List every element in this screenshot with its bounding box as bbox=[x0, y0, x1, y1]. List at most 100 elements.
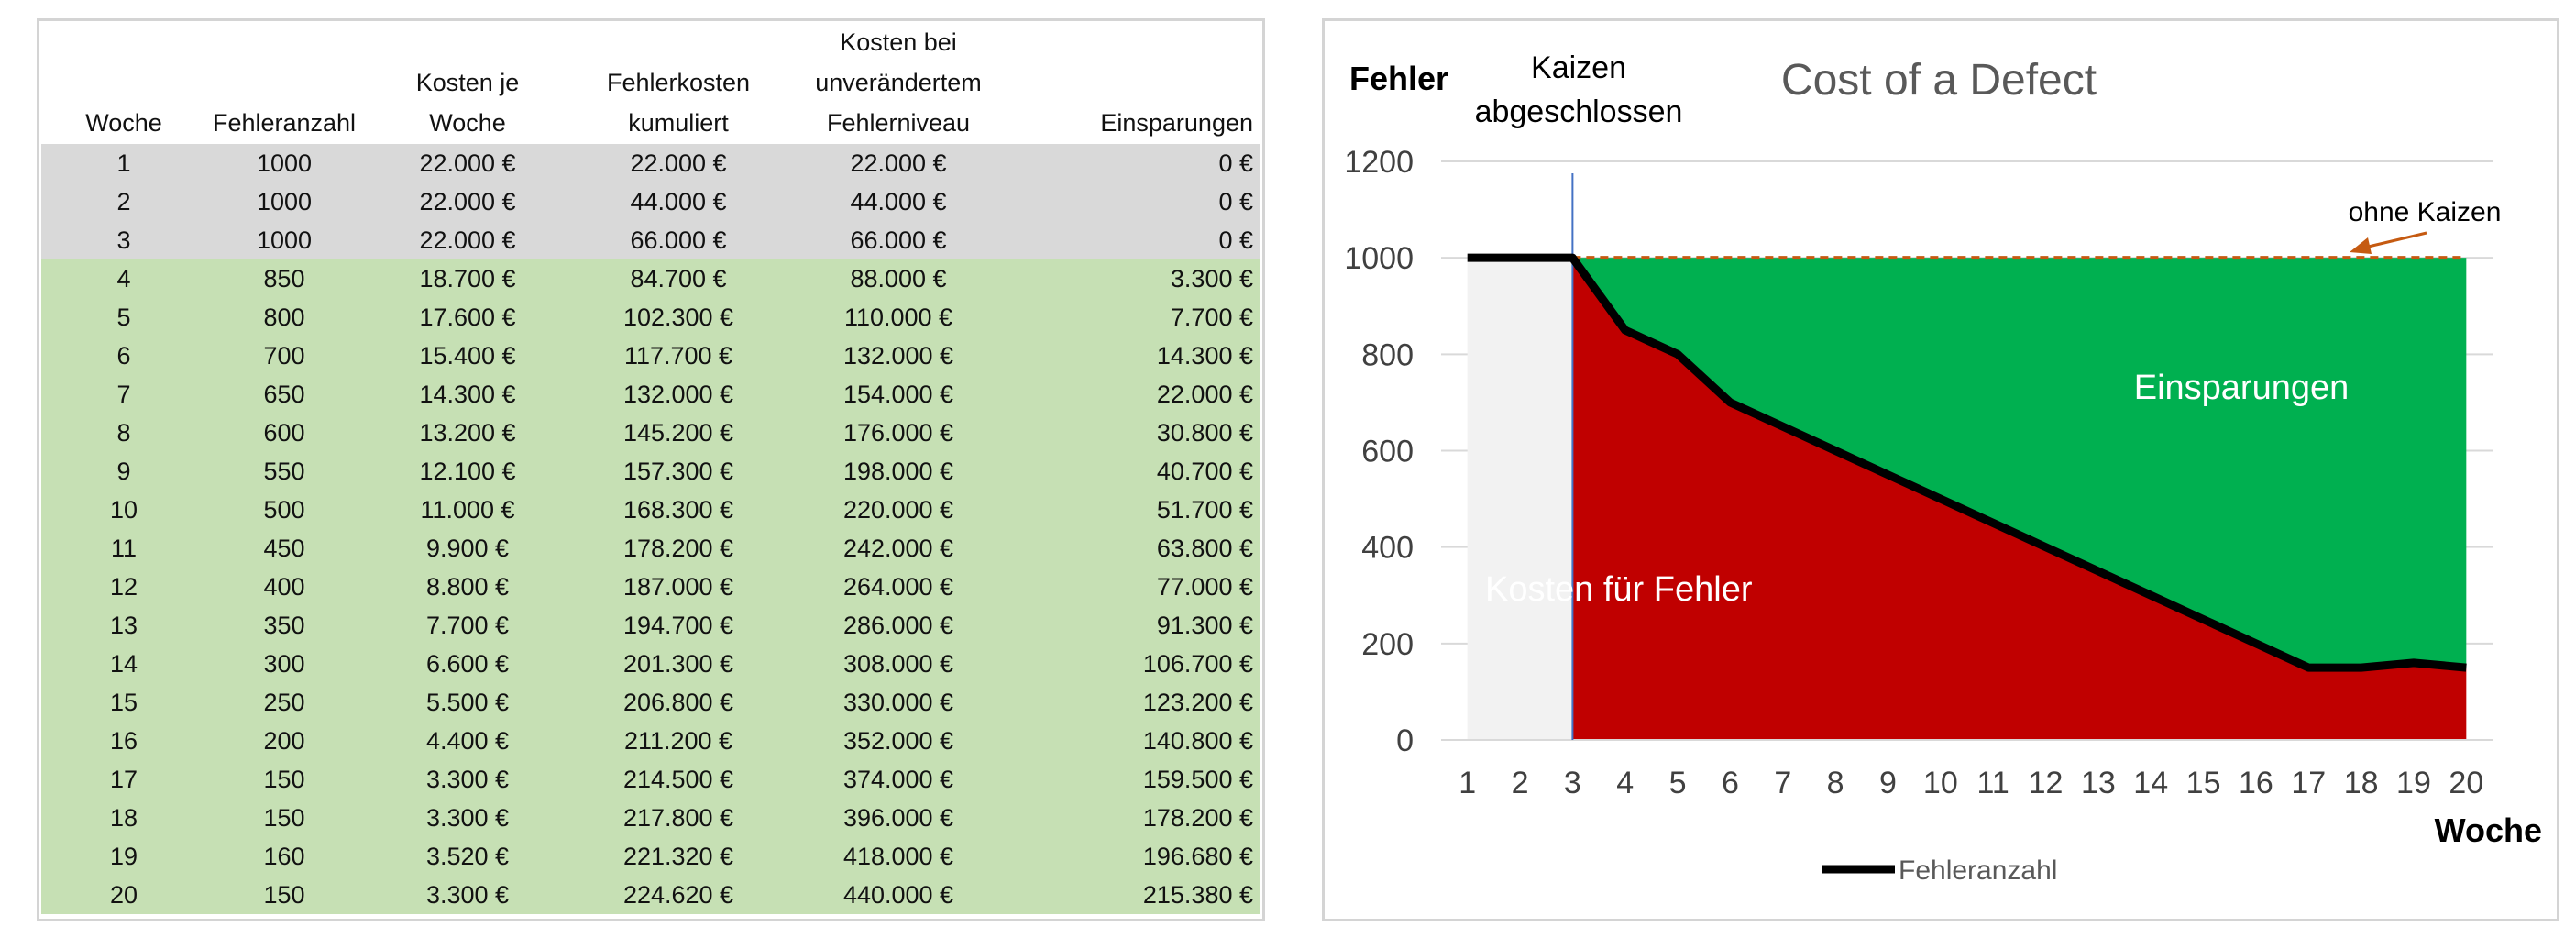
table-cell: 150 bbox=[206, 876, 362, 914]
table-cell: 178.200 € bbox=[1013, 799, 1260, 837]
table-cell: 22.000 € bbox=[1013, 375, 1260, 414]
x-tick-label: 7 bbox=[1774, 766, 1791, 800]
column-header: Woche bbox=[85, 109, 162, 137]
table-cell: 77.000 € bbox=[1013, 568, 1260, 606]
baseline-arrow-shaft bbox=[2360, 231, 2427, 250]
table-cell: 0 € bbox=[1013, 221, 1260, 259]
table-cell: 396.000 € bbox=[784, 799, 1013, 837]
x-tick-label: 5 bbox=[1669, 766, 1687, 800]
y-tick-label: 200 bbox=[1361, 627, 1414, 662]
table-cell: 159.500 € bbox=[1013, 760, 1260, 799]
table-cell: 12 bbox=[41, 568, 206, 606]
table-cell: 220.000 € bbox=[784, 491, 1013, 529]
table-cell: 187.000 € bbox=[573, 568, 784, 606]
table-cell: 14.300 € bbox=[362, 375, 573, 414]
table-cell: 11.000 € bbox=[362, 491, 573, 529]
savings-area bbox=[1572, 258, 2467, 668]
chart-panel: 0 200 400 600 800 1000 1200 1 2 3 4 5 6 7 8 9 10 11 12 13 14… bbox=[1322, 18, 2559, 921]
table-cell: 44.000 € bbox=[573, 182, 784, 221]
table-cell: 176.000 € bbox=[784, 414, 1013, 452]
table-cell: 88.000 € bbox=[784, 259, 1013, 298]
x-tick-label: 20 bbox=[2449, 766, 2483, 800]
x-tick-label: 2 bbox=[1512, 766, 1529, 800]
data-table-panel: Kosten bei Kosten je Fehlerkosten unverände… bbox=[37, 18, 1265, 921]
table-cell: 224.620 € bbox=[573, 876, 784, 914]
table-cell: 91.300 € bbox=[1013, 606, 1260, 645]
table-cell: 9.900 € bbox=[362, 529, 573, 568]
table-cell: 4 bbox=[41, 259, 206, 298]
column-header: Woche bbox=[429, 109, 506, 137]
table-cell: 600 bbox=[206, 414, 362, 452]
table-cell: 16 bbox=[41, 722, 206, 760]
table-cell: 44.000 € bbox=[784, 182, 1013, 221]
column-header bbox=[41, 23, 206, 63]
y-tick-label: 600 bbox=[1361, 435, 1414, 469]
table-cell: 400 bbox=[206, 568, 362, 606]
x-tick-label: 19 bbox=[2396, 766, 2431, 800]
table-cell: 110.000 € bbox=[784, 298, 1013, 337]
baseline-annotation: ohne Kaizen bbox=[2349, 197, 2502, 227]
header-row: Woche Fehleranzahl Woche kumuliert Fehlerniv… bbox=[41, 104, 1260, 144]
table-cell: 1000 bbox=[206, 182, 362, 221]
table-cell: 8.800 € bbox=[362, 568, 573, 606]
column-header bbox=[206, 63, 362, 104]
x-tick-label: 12 bbox=[2029, 766, 2064, 800]
table-cell: 20 bbox=[41, 876, 206, 914]
column-header bbox=[41, 63, 206, 104]
table-cell: 40.700 € bbox=[1013, 452, 1260, 491]
table-row: 19 160 3.520 €221.320 €418.000 €196.680 € bbox=[41, 837, 1260, 876]
table-cell: 13.200 € bbox=[362, 414, 573, 452]
table-cell: 214.500 € bbox=[573, 760, 784, 799]
x-tick-label: 18 bbox=[2344, 766, 2379, 800]
legend-label-fehleranzahl: Fehleranzahl bbox=[1899, 855, 2057, 886]
x-tick-label: 11 bbox=[1977, 766, 2009, 800]
column-header bbox=[362, 23, 573, 63]
table-cell: 198.000 € bbox=[784, 452, 1013, 491]
cost-area bbox=[1572, 258, 2467, 741]
table-cell: 18 bbox=[41, 799, 206, 837]
x-tick-label: 6 bbox=[1722, 766, 1739, 800]
table-cell: 17 bbox=[41, 760, 206, 799]
table-cell: 1 bbox=[41, 144, 206, 182]
table-cell: 3.300 € bbox=[362, 876, 573, 914]
table-cell: 7 bbox=[41, 375, 206, 414]
table-cell: 201.300 € bbox=[573, 645, 784, 683]
table-cell: 5 bbox=[41, 298, 206, 337]
table-cell: 1000 bbox=[206, 144, 362, 182]
column-header: Kosten je bbox=[415, 69, 520, 96]
y-tick-label: 1200 bbox=[1344, 145, 1414, 180]
table-cell: 132.000 € bbox=[573, 375, 784, 414]
table-cell: 300 bbox=[206, 645, 362, 683]
x-tick-label: 1 bbox=[1459, 766, 1476, 800]
table-cell: 500 bbox=[206, 491, 362, 529]
table-row: 6 700 15.400 €117.700 €132.000 €14.300 € bbox=[41, 337, 1260, 375]
table-cell: 3.300 € bbox=[1013, 259, 1260, 298]
table-cell: 221.320 € bbox=[573, 837, 784, 876]
table-row: 12 400 8.800 €187.000 €264.000 €77.000 € bbox=[41, 568, 1260, 606]
table-cell: 6 bbox=[41, 337, 206, 375]
y-tick-label: 1000 bbox=[1344, 241, 1414, 276]
table-cell: 13 bbox=[41, 606, 206, 645]
table-cell: 8 bbox=[41, 414, 206, 452]
table-cell: 450 bbox=[206, 529, 362, 568]
table-row: 1 1000 22.000 €22.000 €22.000 €0 € bbox=[41, 144, 1260, 182]
x-tick-label: 10 bbox=[1923, 766, 1958, 800]
table-cell: 168.300 € bbox=[573, 491, 784, 529]
header-row: Kosten je Fehlerkosten unverändertem bbox=[41, 63, 1260, 104]
table-cell: 374.000 € bbox=[784, 760, 1013, 799]
x-tick-label: 16 bbox=[2239, 766, 2273, 800]
column-header: Fehlerniveau bbox=[826, 109, 971, 137]
table-cell: 145.200 € bbox=[573, 414, 784, 452]
table-cell: 63.800 € bbox=[1013, 529, 1260, 568]
column-header bbox=[1013, 23, 1260, 63]
x-tick-label: 4 bbox=[1616, 766, 1634, 800]
column-header: unverändertem bbox=[815, 69, 982, 96]
column-header: Fehleranzahl bbox=[212, 109, 357, 137]
table-cell: 3.300 € bbox=[362, 799, 573, 837]
table-cell: 330.000 € bbox=[784, 683, 1013, 722]
table-cell: 0 € bbox=[1013, 144, 1260, 182]
table-cell: 800 bbox=[206, 298, 362, 337]
table-cell: 14.300 € bbox=[1013, 337, 1260, 375]
table-cell: 15.400 € bbox=[362, 337, 573, 375]
